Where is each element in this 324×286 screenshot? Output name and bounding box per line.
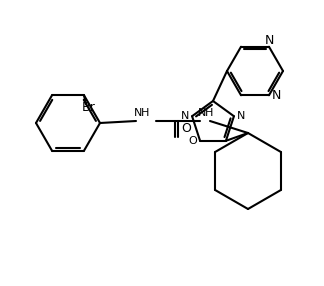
Text: N: N bbox=[181, 111, 189, 121]
Text: N: N bbox=[237, 111, 245, 121]
Text: H: H bbox=[205, 108, 213, 118]
Text: H: H bbox=[141, 108, 149, 118]
Text: N: N bbox=[198, 108, 206, 118]
Text: N: N bbox=[271, 89, 281, 102]
Text: O: O bbox=[189, 136, 197, 146]
Text: N: N bbox=[264, 34, 274, 47]
Text: Br: Br bbox=[82, 101, 96, 114]
Text: N: N bbox=[134, 108, 142, 118]
Text: O: O bbox=[181, 122, 191, 136]
